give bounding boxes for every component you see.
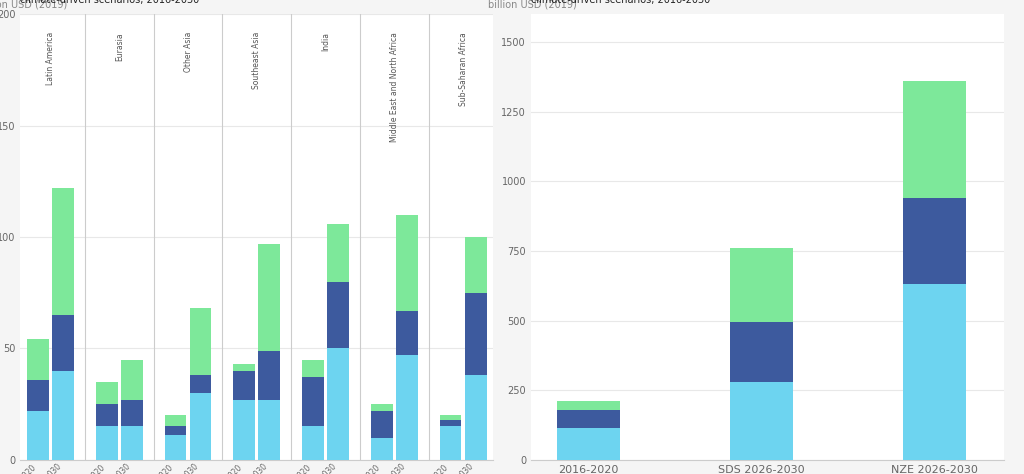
- Bar: [96, 404, 118, 427]
- Bar: [730, 322, 794, 382]
- Bar: [189, 308, 212, 375]
- Bar: [557, 401, 621, 410]
- Bar: [258, 400, 281, 460]
- Bar: [396, 310, 418, 355]
- Bar: [96, 382, 118, 404]
- Bar: [121, 427, 142, 460]
- Bar: [27, 339, 49, 380]
- Text: Other Asia: Other Asia: [183, 32, 193, 73]
- Text: Current versus future average annual investment in clean power, grids and
energy: Current versus future average annual inv…: [20, 0, 390, 5]
- Text: Sub-Saharan Africa: Sub-Saharan Africa: [459, 32, 468, 106]
- Bar: [302, 359, 324, 377]
- Bar: [258, 351, 281, 400]
- Bar: [557, 428, 621, 460]
- Bar: [396, 215, 418, 310]
- Bar: [52, 315, 74, 371]
- Bar: [903, 284, 966, 460]
- Bar: [903, 81, 966, 198]
- Text: Middle East and North Africa: Middle East and North Africa: [390, 32, 398, 142]
- Bar: [371, 438, 393, 460]
- Text: Southeast Asia: Southeast Asia: [252, 32, 261, 90]
- Bar: [327, 282, 349, 348]
- Bar: [233, 400, 255, 460]
- Bar: [27, 380, 49, 411]
- Bar: [165, 435, 186, 460]
- Text: Eurasia: Eurasia: [115, 32, 124, 61]
- Bar: [465, 292, 486, 375]
- Bar: [465, 375, 486, 460]
- Bar: [27, 411, 49, 460]
- Bar: [189, 375, 212, 393]
- Bar: [96, 427, 118, 460]
- Bar: [52, 188, 74, 315]
- Bar: [165, 427, 186, 435]
- Bar: [165, 415, 186, 427]
- Bar: [189, 393, 212, 460]
- Bar: [258, 244, 281, 351]
- Bar: [327, 348, 349, 460]
- Text: India: India: [322, 32, 330, 51]
- Bar: [730, 248, 794, 322]
- Bar: [439, 427, 462, 460]
- Bar: [52, 371, 74, 460]
- Bar: [465, 237, 486, 292]
- Bar: [302, 427, 324, 460]
- Bar: [121, 359, 142, 400]
- Bar: [371, 404, 393, 411]
- Bar: [439, 415, 462, 419]
- Text: Latin America: Latin America: [46, 32, 55, 85]
- Bar: [327, 224, 349, 282]
- Bar: [439, 419, 462, 427]
- Bar: [121, 400, 142, 427]
- Bar: [371, 411, 393, 438]
- Bar: [557, 410, 621, 428]
- Bar: [302, 377, 324, 427]
- Text: billion USD (2019): billion USD (2019): [488, 0, 578, 10]
- Bar: [396, 355, 418, 460]
- Bar: [233, 371, 255, 400]
- Text: Current versus future average annual investment in clean power, grids and
energy: Current versus future average annual inv…: [530, 0, 900, 5]
- Text: Billion USD (2019): Billion USD (2019): [0, 0, 68, 10]
- Bar: [903, 198, 966, 284]
- Bar: [233, 364, 255, 371]
- Bar: [730, 382, 794, 460]
